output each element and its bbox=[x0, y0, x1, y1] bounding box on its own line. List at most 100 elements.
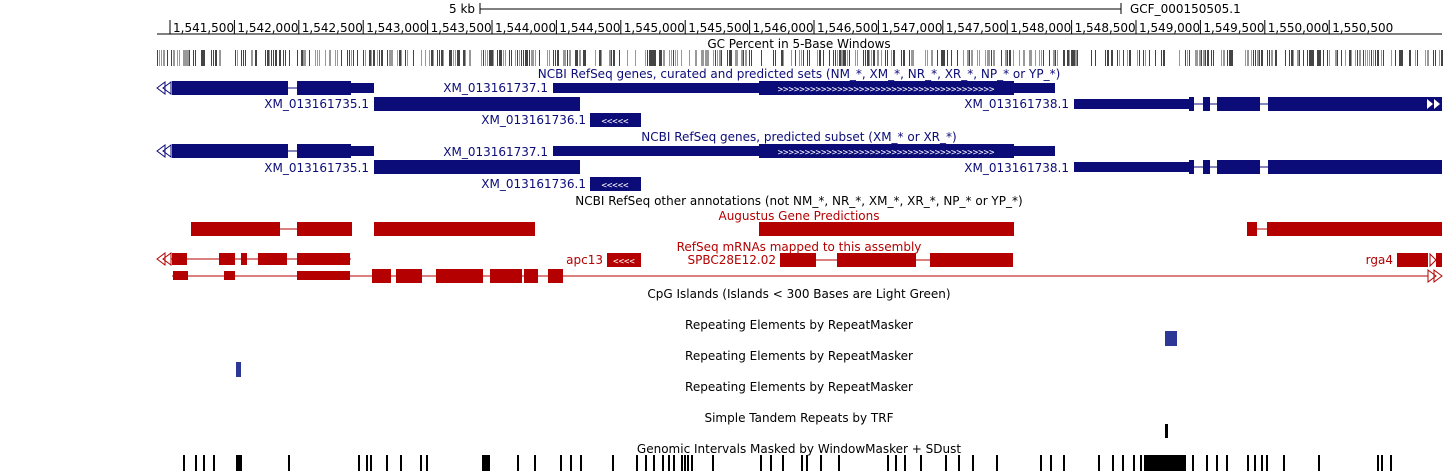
refseq-other-track[interactable]: NCBI RefSeq other annotations (not NM_*,… bbox=[575, 194, 1022, 208]
masked-interval[interactable] bbox=[1206, 455, 1208, 471]
masked-interval[interactable] bbox=[712, 455, 714, 471]
gene-label-xm-013161738-row2[interactable]: XM_013161738.1 bbox=[964, 161, 1069, 175]
mrna-left-row1[interactable] bbox=[156, 252, 351, 266]
masked-interval[interactable] bbox=[1318, 455, 1320, 471]
masked-interval[interactable] bbox=[1158, 455, 1160, 471]
gene-xm-013161735b-row1[interactable] bbox=[374, 97, 580, 111]
masked-interval[interactable] bbox=[1156, 455, 1158, 471]
masked-interval[interactable] bbox=[681, 455, 683, 471]
masked-interval[interactable] bbox=[636, 455, 638, 471]
masked-interval[interactable] bbox=[904, 455, 906, 471]
masked-interval[interactable] bbox=[183, 455, 185, 471]
masked-interval[interactable] bbox=[1176, 455, 1178, 471]
augustus-gene-2[interactable] bbox=[374, 222, 535, 236]
masked-interval[interactable] bbox=[958, 455, 960, 471]
masked-interval[interactable] bbox=[1226, 455, 1228, 471]
masked-interval[interactable] bbox=[1184, 455, 1186, 471]
masked-interval[interactable] bbox=[1112, 455, 1114, 471]
augustus-track[interactable]: Augustus Gene Predictions bbox=[191, 209, 1442, 236]
gene-xm-013161735-row2[interactable] bbox=[156, 144, 374, 158]
masked-interval[interactable] bbox=[1140, 455, 1142, 471]
masked-interval[interactable] bbox=[1144, 455, 1146, 471]
masked-interval[interactable] bbox=[945, 455, 947, 471]
masked-interval[interactable] bbox=[1178, 455, 1180, 471]
masked-interval[interactable] bbox=[1148, 455, 1150, 471]
gene-xm-013161738-row1[interactable] bbox=[1074, 97, 1442, 111]
mrna-long-row2[interactable] bbox=[172, 269, 1443, 283]
masked-interval[interactable] bbox=[1150, 455, 1152, 471]
masked-interval[interactable] bbox=[1170, 455, 1172, 471]
masked-interval[interactable] bbox=[1154, 455, 1156, 471]
masked-interval[interactable] bbox=[1283, 455, 1285, 471]
masked-interval[interactable] bbox=[203, 455, 205, 471]
mrna-label-apc13[interactable]: apc13 bbox=[566, 253, 603, 267]
masked-interval[interactable] bbox=[570, 455, 572, 471]
masked-interval[interactable] bbox=[358, 455, 360, 471]
masked-interval[interactable] bbox=[1160, 455, 1162, 471]
masked-interval[interactable] bbox=[1180, 455, 1182, 471]
masked-interval[interactable] bbox=[1166, 455, 1168, 471]
masked-interval[interactable] bbox=[782, 455, 784, 471]
masked-interval[interactable] bbox=[1040, 455, 1042, 471]
masked-interval[interactable] bbox=[684, 455, 686, 471]
masked-interval[interactable] bbox=[560, 455, 562, 471]
gene-xm-013161736-row1[interactable]: <<<<< bbox=[590, 113, 641, 127]
masked-interval[interactable] bbox=[770, 455, 772, 471]
masked-interval[interactable] bbox=[366, 455, 368, 471]
masked-interval[interactable] bbox=[687, 455, 689, 471]
masked-interval[interactable] bbox=[1164, 455, 1166, 471]
gene-label-xm-013161736-row1[interactable]: XM_013161736.1 bbox=[481, 113, 586, 127]
masked-interval[interactable] bbox=[920, 455, 922, 471]
gene-xm-013161738-row2[interactable] bbox=[1074, 160, 1442, 174]
masked-interval[interactable] bbox=[288, 455, 290, 471]
cpg-islands-track[interactable]: CpG Islands (Islands < 300 Bases are Lig… bbox=[647, 287, 950, 301]
augustus-gene-4[interactable] bbox=[1247, 222, 1442, 236]
gene-xm-013161737-row2[interactable]: >>>>>>>>>>>>>>>>>>>>>>>>>>>>>>>>>>>>>>>> bbox=[553, 144, 1055, 158]
masked-interval[interactable] bbox=[1050, 455, 1052, 471]
simple-repeats-track[interactable]: Simple Tandem Repeats by TRF bbox=[704, 411, 1168, 438]
masked-interval[interactable] bbox=[1182, 455, 1184, 471]
masked-interval[interactable] bbox=[895, 455, 897, 471]
masked-interval[interactable] bbox=[1146, 455, 1148, 471]
masked-interval[interactable] bbox=[668, 455, 670, 471]
masked-interval[interactable] bbox=[1390, 455, 1392, 471]
masked-interval[interactable] bbox=[488, 455, 490, 471]
gene-label-xm-013161737-row1[interactable]: XM_013161737.1 bbox=[443, 81, 548, 95]
masked-interval[interactable] bbox=[972, 455, 974, 471]
masked-interval[interactable] bbox=[1377, 455, 1379, 471]
repeatmasker-track-3[interactable]: Repeating Elements by RepeatMasker bbox=[685, 380, 913, 394]
mrna-spbc28e12-02[interactable] bbox=[780, 253, 1013, 267]
mrna-label-rga4[interactable]: rga4 bbox=[1366, 253, 1393, 267]
masked-interval[interactable] bbox=[517, 455, 519, 471]
gene-label-xm-013161738-row1[interactable]: XM_013161738.1 bbox=[964, 97, 1069, 111]
masked-interval[interactable] bbox=[1063, 455, 1065, 471]
mrna-label-spbc28e12-02[interactable]: SPBC28E12.02 bbox=[688, 253, 776, 267]
masked-interval[interactable] bbox=[760, 455, 762, 471]
base-position-ruler[interactable]: 5 kb GCF_000150505.1 1,541,500 1,542,000 1… bbox=[157, 2, 1442, 35]
masked-interval[interactable] bbox=[662, 455, 664, 471]
masked-interval[interactable] bbox=[820, 455, 822, 471]
refseq-mrna-track[interactable]: RefSeq mRNAs mapped to this assembly apc… bbox=[156, 240, 1443, 283]
masked-interval[interactable] bbox=[486, 455, 488, 471]
gc-percent-track[interactable]: GC Percent in 5-Base Windows bbox=[157, 37, 1443, 66]
gene-label-xm-013161735-row2[interactable]: XM_013161735.1 bbox=[264, 161, 369, 175]
gene-xm-013161735-row1[interactable] bbox=[156, 81, 374, 95]
gene-xm-013161737-row1[interactable]: >>>>>>>>>>>>>>>>>>>>>>>>>>>>>>>>>>>>>>>> bbox=[553, 81, 1055, 95]
repeatmasker-track-2[interactable]: Repeating Elements by RepeatMasker bbox=[236, 349, 913, 377]
masked-interval[interactable] bbox=[887, 455, 889, 471]
masked-interval[interactable] bbox=[482, 455, 484, 471]
masked-interval[interactable] bbox=[612, 455, 614, 471]
masked-interval[interactable] bbox=[673, 455, 675, 471]
masked-interval[interactable] bbox=[400, 455, 402, 471]
masked-interval[interactable] bbox=[1381, 455, 1383, 471]
masked-interval[interactable] bbox=[838, 455, 840, 471]
masked-interval[interactable] bbox=[1216, 455, 1218, 471]
augustus-gene-3[interactable] bbox=[759, 222, 1014, 236]
gene-label-xm-013161737-row2[interactable]: XM_013161737.1 bbox=[443, 145, 548, 159]
mrna-rga4[interactable] bbox=[1397, 252, 1442, 268]
masked-interval[interactable] bbox=[213, 455, 215, 471]
repeat-element[interactable] bbox=[1165, 331, 1177, 346]
masked-interval[interactable] bbox=[1122, 455, 1124, 471]
masked-interval[interactable] bbox=[386, 455, 388, 471]
